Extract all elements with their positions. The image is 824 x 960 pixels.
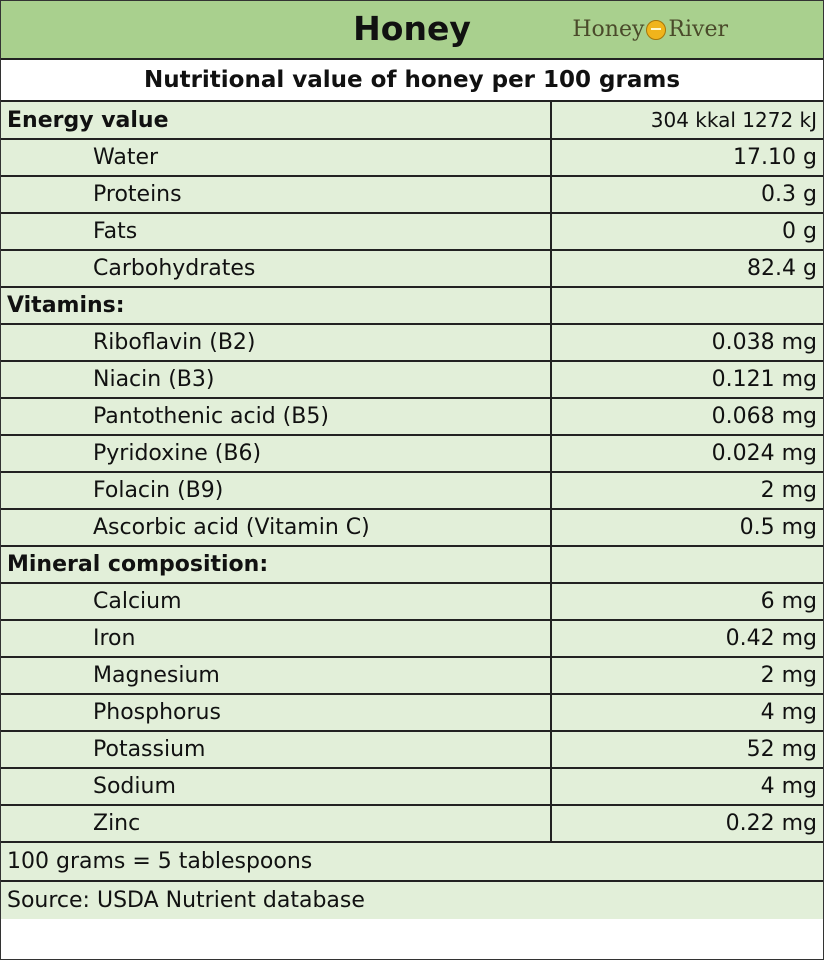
nutrient-label: Phosphorus [1, 694, 552, 732]
nutrient-label: Sodium [1, 768, 552, 806]
title-bar: Honey Honey River [1, 1, 823, 60]
brand-logo: Honey River [572, 17, 728, 42]
nutrient-label: Calcium [1, 583, 552, 621]
nutrient-value: 6 mg [551, 583, 823, 621]
nutrient-value: 2 mg [551, 472, 823, 510]
nutrition-table: Energy value 304 kkal 1272 kJ Water 17.10 g… [1, 102, 823, 843]
nutrient-label: Folacin (B9) [1, 472, 552, 510]
nutrient-label: Carbohydrates [1, 250, 552, 288]
nutrient-label: Zinc [1, 805, 552, 843]
nutrient-value: 0.068 mg [551, 398, 823, 436]
table-row: Pantothenic acid (B5) 0.068 mg [1, 398, 823, 436]
nutrient-value: 0 g [551, 213, 823, 251]
nutrient-label: Fats [1, 213, 552, 251]
table-row: Ascorbic acid (Vitamin C) 0.5 mg [1, 509, 823, 547]
nutrient-label: Magnesium [1, 657, 552, 695]
table-row: Folacin (B9) 2 mg [1, 472, 823, 510]
table-row: Riboflavin (B2) 0.038 mg [1, 324, 823, 362]
nutrient-value [551, 546, 823, 584]
table-row: Water 17.10 g [1, 139, 823, 177]
table-row: Fats 0 g [1, 213, 823, 251]
section-row: Vitamins: [1, 287, 823, 325]
nutrient-value: 0.22 mg [551, 805, 823, 843]
nutrient-label: Proteins [1, 176, 552, 214]
table-row: Niacin (B3) 0.121 mg [1, 361, 823, 399]
section-label: Energy value [1, 102, 552, 140]
table-row: Carbohydrates 82.4 g [1, 250, 823, 288]
section-row: Energy value 304 kkal 1272 kJ [1, 102, 823, 140]
nutrient-label: Water [1, 139, 552, 177]
nutrient-value: 0.038 mg [551, 324, 823, 362]
table-row: Sodium 4 mg [1, 768, 823, 806]
page-title: Honey [353, 9, 471, 48]
table-row: Proteins 0.3 g [1, 176, 823, 214]
nutrient-value: 82.4 g [551, 250, 823, 288]
section-row: Mineral composition: [1, 546, 823, 584]
nutrient-value: 4 mg [551, 694, 823, 732]
nutrient-value: 0.121 mg [551, 361, 823, 399]
nutrient-value: 52 mg [551, 731, 823, 769]
table-row: Zinc 0.22 mg [1, 805, 823, 843]
nutrient-label: Pantothenic acid (B5) [1, 398, 552, 436]
nutrient-value: 2 mg [551, 657, 823, 695]
table-row: Calcium 6 mg [1, 583, 823, 621]
nutrient-value: 304 kkal 1272 kJ [551, 102, 823, 140]
nutrient-value: 17.10 g [551, 139, 823, 177]
brand-name-left: Honey [572, 17, 645, 42]
table-row: Phosphorus 4 mg [1, 694, 823, 732]
nutrient-value: 0.3 g [551, 176, 823, 214]
nutrient-value: 0.42 mg [551, 620, 823, 658]
nutrition-table-body: Energy value 304 kkal 1272 kJ Water 17.10 g… [1, 102, 823, 843]
nutrient-label: Potassium [1, 731, 552, 769]
nutrient-value: 0.5 mg [551, 509, 823, 547]
nutrient-value: 0.024 mg [551, 435, 823, 473]
nutrient-label: Ascorbic acid (Vitamin C) [1, 509, 552, 547]
nutrient-label: Riboflavin (B2) [1, 324, 552, 362]
section-label: Mineral composition: [1, 546, 552, 584]
table-subtitle: Nutritional value of honey per 100 grams [1, 60, 823, 102]
nutrient-label: Iron [1, 620, 552, 658]
nutrient-value: 4 mg [551, 768, 823, 806]
section-label: Vitamins: [1, 287, 552, 325]
nutrient-label: Niacin (B3) [1, 361, 552, 399]
table-row: Pyridoxine (B6) 0.024 mg [1, 435, 823, 473]
source-note: Source: USDA Nutrient database [1, 882, 823, 919]
table-row: Iron 0.42 mg [1, 620, 823, 658]
nutrient-value [551, 287, 823, 325]
brand-name-right: River [668, 17, 728, 42]
serving-note: 100 grams = 5 tablespoons [1, 843, 823, 882]
honey-drop-icon [646, 19, 667, 40]
table-row: Magnesium 2 mg [1, 657, 823, 695]
table-row: Potassium 52 mg [1, 731, 823, 769]
nutrient-label: Pyridoxine (B6) [1, 435, 552, 473]
